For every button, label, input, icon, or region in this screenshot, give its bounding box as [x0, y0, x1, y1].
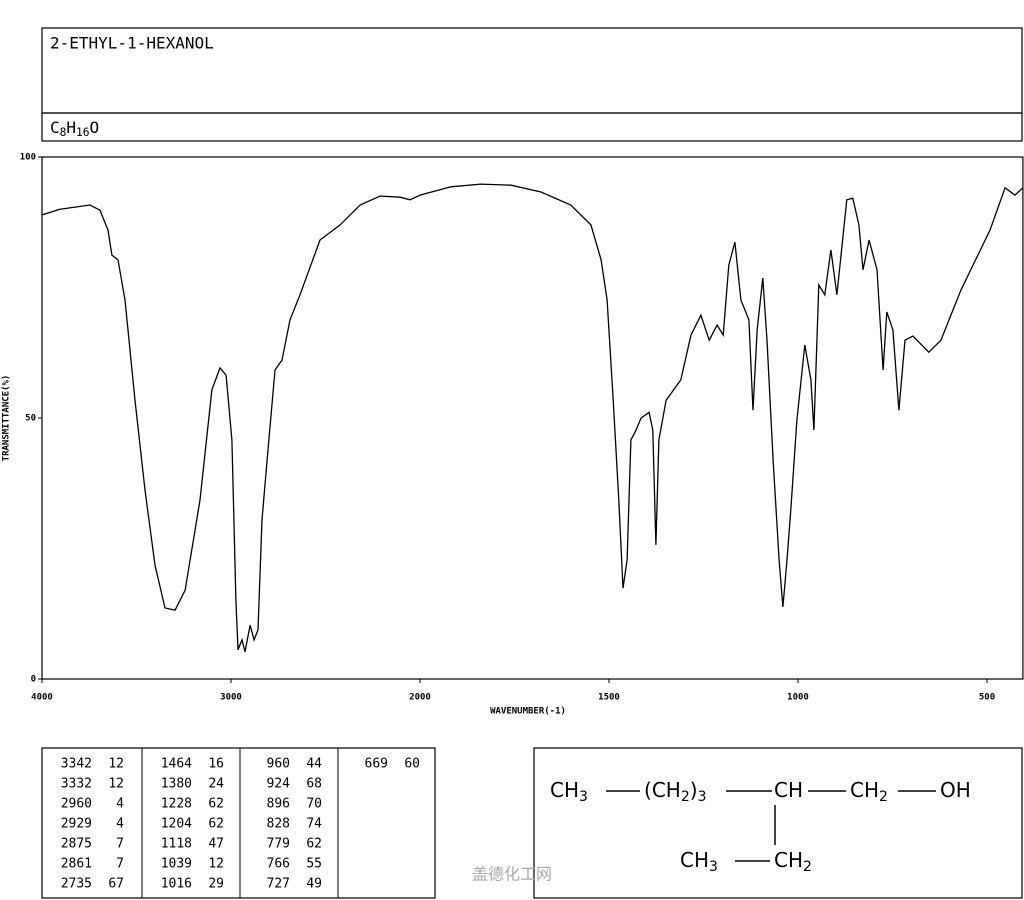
peak-transmittance: 44: [306, 757, 322, 772]
peak-wavenumber: 669: [365, 757, 388, 772]
peak-wavenumber: 2861: [61, 857, 92, 872]
group: CH2: [774, 848, 812, 876]
formula-box: [41, 112, 1023, 142]
formula: C8H16O: [50, 118, 99, 139]
peak-wavenumber: 2960: [61, 797, 92, 812]
peak-wavenumber: 1228: [161, 797, 192, 812]
peak-wavenumber: 924: [267, 777, 291, 792]
peak-transmittance: 67: [108, 877, 124, 892]
peak-transmittance: 62: [208, 797, 224, 812]
peak-transmittance: 24: [208, 777, 224, 792]
x-axis-label: WAVENUMBER(-1): [490, 707, 566, 717]
peak-transmittance: 47: [208, 837, 224, 852]
x-tick-label: 3000: [220, 693, 242, 703]
group: CH2: [850, 778, 888, 806]
group: (CH2)3: [644, 778, 706, 806]
watermark: 盖德化工网: [472, 865, 552, 884]
peak-wavenumber: 896: [267, 797, 290, 812]
peak-transmittance: 12: [208, 857, 224, 872]
y-tick-label: 0: [31, 675, 36, 685]
x-tick-label: 4000: [31, 693, 53, 703]
peak-wavenumber: 1039: [161, 857, 192, 872]
y-tick-label: 50: [25, 414, 36, 424]
peak-wavenumber: 3332: [61, 777, 92, 792]
group: CH3: [550, 778, 588, 806]
peak-wavenumber: 1380: [161, 777, 192, 792]
peak-transmittance: 16: [208, 757, 224, 772]
x-tick-label: 2000: [409, 693, 431, 703]
peak-wavenumber: 2875: [61, 837, 92, 852]
peak-transmittance: 4: [116, 817, 124, 832]
peak-transmittance: 62: [306, 837, 322, 852]
peak-wavenumber: 2929: [61, 817, 92, 832]
peak-wavenumber: 3342: [61, 757, 92, 772]
peak-transmittance: 49: [306, 877, 322, 892]
peak-wavenumber: 1016: [161, 877, 192, 892]
peak-transmittance: 60: [404, 757, 420, 772]
peak-wavenumber: 1118: [161, 837, 192, 852]
peak-wavenumber: 766: [267, 857, 290, 872]
peak-transmittance: 12: [108, 777, 124, 792]
peak-transmittance: 70: [306, 797, 322, 812]
peak-wavenumber: 779: [267, 837, 290, 852]
peak-transmittance: 4: [116, 797, 124, 812]
peak-wavenumber: 960: [267, 757, 290, 772]
x-tick-label: 1500: [598, 693, 620, 703]
peak-table: [41, 747, 436, 899]
y-tick-label: 100: [20, 153, 36, 163]
peak-transmittance: 12: [108, 757, 124, 772]
structure-bonds: [606, 790, 936, 862]
peak-transmittance: 74: [306, 817, 322, 832]
compound-name: 2-ETHYL-1-HEXANOL: [50, 34, 214, 53]
spectrum-line: [41, 183, 1024, 653]
x-tick-label: 1000: [787, 693, 809, 703]
peak-transmittance: 7: [116, 857, 124, 872]
peak-wavenumber: 1464: [161, 757, 192, 772]
peak-wavenumber: 2735: [61, 877, 92, 892]
peak-wavenumber: 1204: [161, 817, 192, 832]
peak-wavenumber: 828: [267, 817, 290, 832]
group: CH3: [680, 848, 718, 876]
peak-wavenumber: 727: [267, 877, 290, 892]
group: OH: [940, 778, 971, 802]
peak-transmittance: 62: [208, 817, 224, 832]
plot-frame: [41, 156, 1024, 680]
peak-transmittance: 68: [306, 777, 322, 792]
peak-transmittance: 29: [208, 877, 224, 892]
y-axis-label: TRANSMITTANCE(%): [2, 375, 12, 462]
structure-box: [533, 747, 1023, 899]
peak-transmittance: 55: [306, 857, 322, 872]
peak-transmittance: 7: [116, 837, 124, 852]
group: CH: [774, 778, 803, 802]
x-tick-label: 500: [979, 693, 995, 703]
